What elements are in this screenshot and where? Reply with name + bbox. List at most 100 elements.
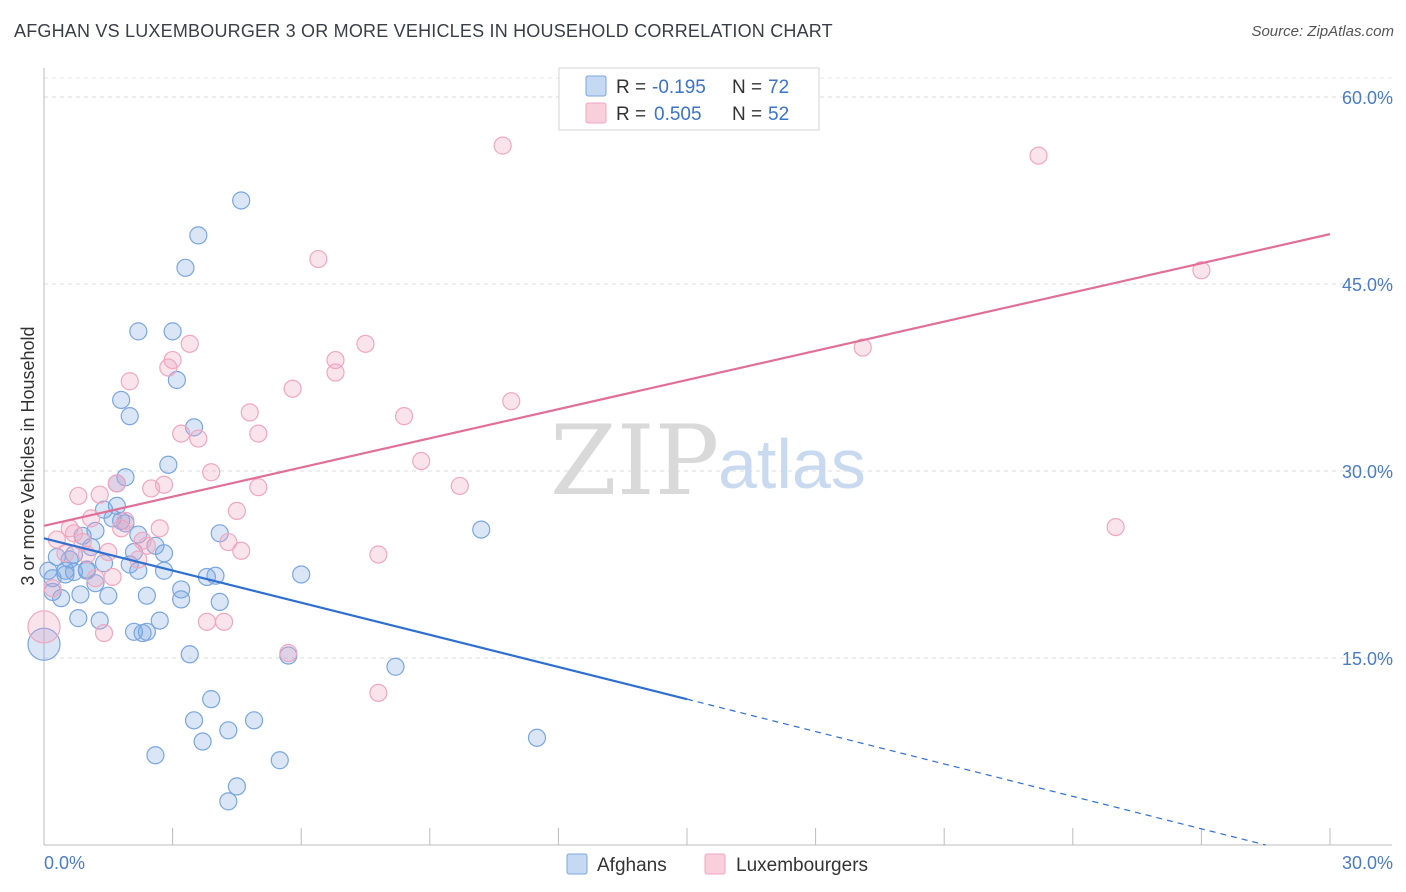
- luxembourgers-point-24: [154, 475, 174, 494]
- afghans-trend-extension: [686, 698, 1266, 846]
- luxembourgers-point-12: [94, 623, 114, 643]
- luxembourgers-point-31: [202, 463, 221, 482]
- watermark-atlas: atlas: [718, 425, 866, 503]
- afghans-point-32: [137, 586, 156, 605]
- luxembourgers-point-46: [369, 683, 388, 703]
- afghans-point-62: [292, 565, 311, 584]
- series-legend: Afghans Luxembourgers: [566, 853, 868, 876]
- luxembourgers-point-55: [1192, 261, 1211, 280]
- chart-title: AFGHAN VS LUXEMBOURGER 3 OR MORE VEHICLE…: [14, 21, 833, 41]
- luxembourgers-point-35: [232, 541, 251, 560]
- afghans-point-59: [244, 711, 264, 730]
- luxembourgers-point-41: [309, 249, 328, 269]
- afghans-point-58: [232, 191, 251, 210]
- luxembourgers-point-42: [326, 363, 345, 382]
- legend-luxembourgers-label: Luxembourgers: [736, 855, 868, 876]
- y-axis-label: 3 or more Vehicles in Household: [18, 326, 38, 585]
- luxembourgers-point-1: [43, 579, 62, 598]
- afghans-point-64: [472, 520, 491, 539]
- afghans-point-18: [99, 586, 118, 605]
- afghans-point-16: [94, 554, 114, 573]
- afghans-point-43: [172, 590, 191, 609]
- luxembourgers-point-49: [450, 476, 469, 496]
- luxembourgers-point-27: [172, 424, 191, 443]
- afghans-point-56: [219, 721, 238, 740]
- afghans-point-49: [193, 732, 212, 751]
- legend-afghans-swatch: [566, 853, 588, 875]
- luxembourgers-point-36: [240, 403, 259, 422]
- luxembourgers-point-0: [27, 610, 61, 644]
- luxembourgers-point-40: [283, 379, 302, 398]
- afghans-point-42: [167, 370, 186, 390]
- legend-n-value-1: 72: [768, 77, 789, 98]
- afghans-point-60: [270, 751, 289, 770]
- afghans-point-45: [180, 645, 199, 664]
- luxembourgers-point-44: [356, 334, 375, 353]
- afghans-point-41: [163, 322, 182, 341]
- afghans-point-23: [112, 390, 131, 410]
- afghans-trend-line: [43, 537, 688, 701]
- legend-r-value-2: 0.505: [654, 104, 702, 125]
- x-tick-labels: 0.0% 30.0%: [44, 853, 1393, 873]
- luxembourgers-point-50: [493, 136, 512, 155]
- afghans-point-0: [27, 627, 61, 661]
- y-tick-label-0: 15.0%: [1342, 649, 1393, 669]
- luxembourgers-point-43: [326, 350, 345, 370]
- legend-r-label-1: R =: [616, 77, 646, 98]
- grid-lines: [44, 77, 1392, 659]
- luxembourgers-point-39: [279, 643, 298, 663]
- legend-n-value-2: 52: [768, 104, 789, 125]
- luxembourgers-point-6: [69, 486, 88, 506]
- luxembourgers-point-17: [116, 511, 135, 530]
- afghans-point-65: [527, 728, 547, 747]
- afghans-point-44: [176, 258, 195, 277]
- chart-source: Source: ZipAtlas.com: [1251, 23, 1394, 40]
- luxembourgers-point-30: [197, 612, 216, 631]
- luxembourgers-point-29: [189, 429, 208, 448]
- luxembourgers-point-34: [227, 501, 246, 520]
- afghans-swatch: [585, 75, 607, 97]
- afghans-point-46: [184, 711, 204, 730]
- afghans-point-33: [129, 322, 148, 341]
- luxembourgers-point-32: [214, 612, 234, 631]
- luxembourgers-point-23: [150, 519, 169, 538]
- x-tick-label-1: 30.0%: [1342, 853, 1393, 873]
- x-tick-label-0: 0.0%: [44, 853, 85, 873]
- luxembourgers-point-37: [249, 478, 268, 497]
- luxembourgers-point-51: [502, 392, 521, 411]
- afghans-point-71: [172, 580, 191, 599]
- afghans-point-20: [107, 496, 126, 516]
- luxembourgers-point-38: [249, 424, 268, 443]
- afghans-point-34: [137, 622, 156, 641]
- luxembourgers-point-3: [56, 544, 75, 563]
- luxembourgers-point-48: [412, 451, 431, 471]
- y-tick-labels: 15.0% 30.0% 45.0% 60.0%: [1342, 88, 1393, 669]
- afghans-point-51: [202, 690, 221, 709]
- legend-afghans-label: Afghans: [597, 855, 667, 876]
- luxembourgers-point-33: [219, 532, 238, 552]
- afghans-point-9: [71, 585, 90, 604]
- afghans-point-14: [86, 574, 105, 593]
- afghans-point-67: [56, 561, 75, 580]
- luxembourgers-point-28: [180, 334, 199, 353]
- luxembourgers-point-11: [90, 485, 109, 504]
- afghans-point-40: [159, 455, 178, 474]
- watermark-zip: ZIP: [550, 405, 719, 517]
- luxembourgers-point-18: [120, 372, 139, 391]
- luxembourgers-point-14: [103, 567, 122, 587]
- luxembourgers-point-47: [394, 407, 414, 426]
- luxembourgers-point-53: [1029, 146, 1048, 165]
- afghans-point-37: [150, 611, 169, 630]
- luxembourgers-trend-line: [43, 233, 1331, 527]
- afghans-point-39: [154, 544, 174, 563]
- luxembourgers-point-15: [107, 474, 126, 493]
- afghans-point-63: [386, 657, 405, 676]
- afghans-point-48: [189, 226, 208, 245]
- luxembourgers-point-21: [137, 536, 156, 555]
- luxembourgers-point-10: [86, 569, 105, 588]
- y-tick-label-2: 45.0%: [1342, 275, 1393, 295]
- luxembourgers-point-26: [163, 350, 182, 370]
- luxembourgers-swatch: [585, 102, 607, 124]
- legend-n-label-1: N =: [732, 77, 762, 98]
